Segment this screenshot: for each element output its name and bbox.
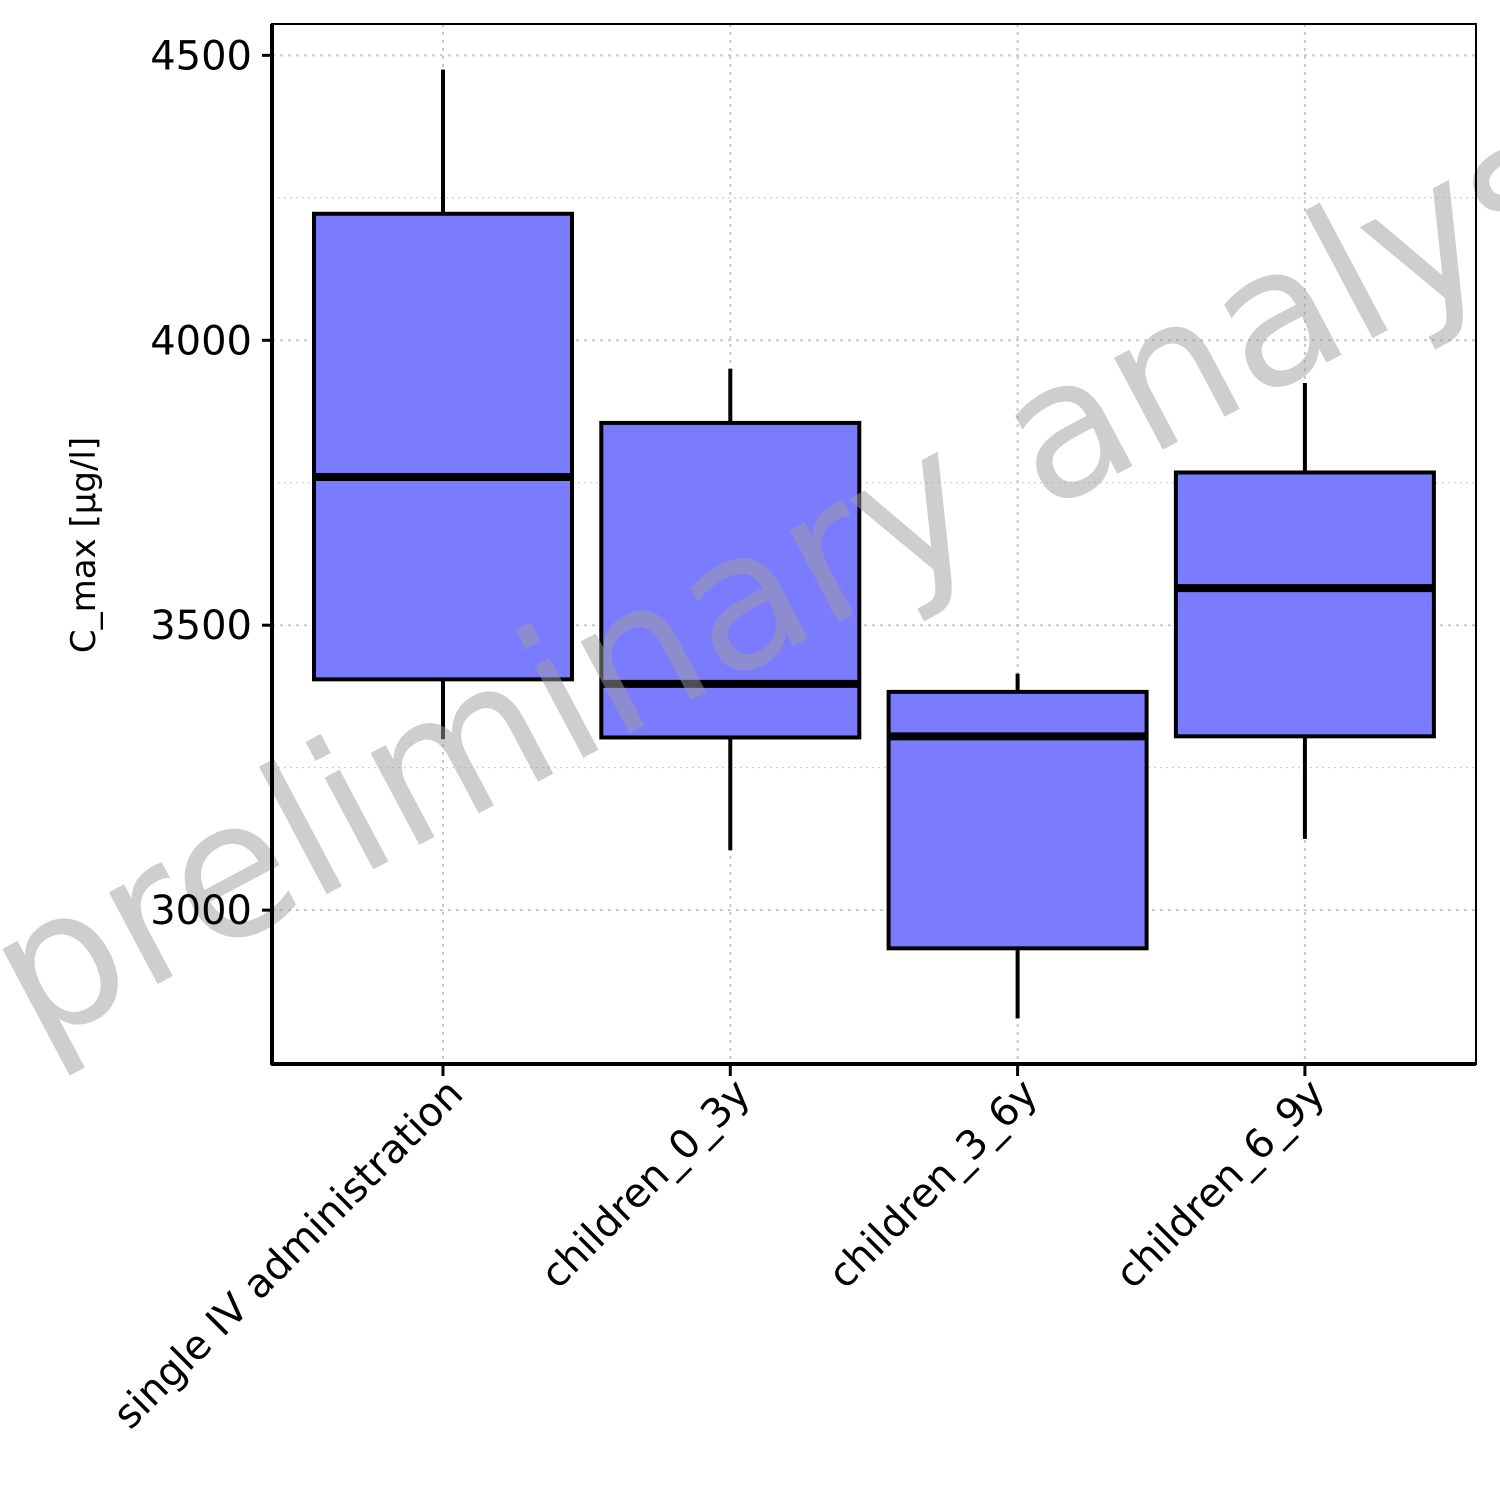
- x-tick-label: children_0_3y: [532, 1071, 759, 1298]
- box-layer: [312, 69, 1436, 1019]
- box-4: [1173, 383, 1436, 839]
- y-tick-label: 4000: [150, 318, 252, 364]
- frame-layer: [270, 23, 1477, 1066]
- y-tick-label: 4500: [150, 33, 252, 79]
- x-tick-label: single IV administration: [105, 1071, 472, 1438]
- y-tick-label: 3000: [150, 888, 252, 934]
- box-1: [312, 69, 574, 740]
- box-iqr: [1173, 470, 1436, 739]
- x-tick-label: children_6_9y: [1107, 1071, 1334, 1298]
- y-axis-title: C_max [µg/l]: [64, 437, 104, 653]
- x-tick-label: children_3_6y: [820, 1071, 1047, 1298]
- y-tick-label: 3500: [150, 603, 252, 649]
- box-3: [886, 673, 1149, 1019]
- box-iqr: [312, 211, 574, 682]
- box-iqr: [886, 689, 1149, 951]
- box-2: [599, 368, 862, 851]
